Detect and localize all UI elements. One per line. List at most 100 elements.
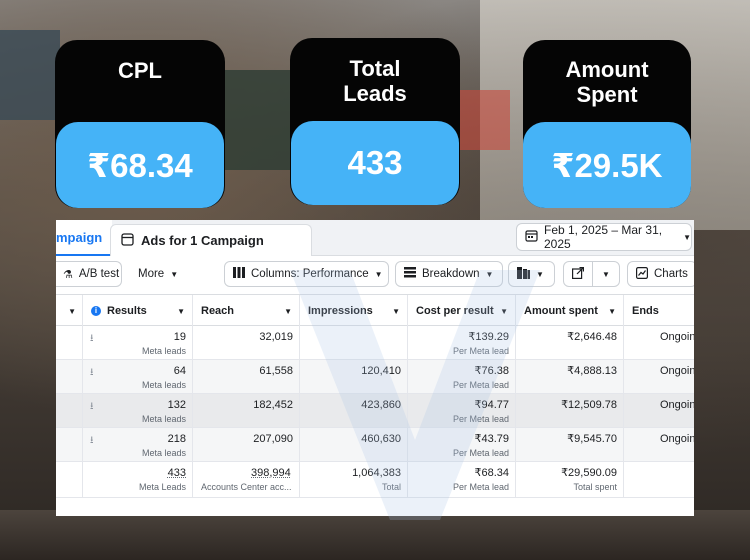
ends-value: Ongoin	[660, 365, 694, 377]
table-header: ▼ i Results ▼ Reach ▼ Impressions ▼ Cost…	[56, 294, 694, 327]
table-row[interactable]: ⭳ 218 Meta leads 207,090 460,630 ₹43.79 …	[56, 428, 694, 462]
export-icon	[572, 266, 584, 282]
results-value: 132	[167, 399, 186, 411]
column-header-results-label: Results	[107, 305, 147, 317]
row-checkbox-cell	[56, 394, 83, 427]
cost-sub: Per Meta lead	[452, 380, 509, 390]
flask-icon: ⚗	[63, 268, 73, 281]
results-sub: Meta leads	[141, 346, 186, 356]
charts-label: Charts	[654, 268, 688, 280]
tab-campaign[interactable]: mpaign	[56, 220, 113, 256]
column-header-name[interactable]: ▼	[56, 295, 83, 327]
ends-cell: Ongoin	[624, 326, 694, 359]
tab-bar: mpaign Ads for 1 Campaign Feb 1, 2025 – …	[56, 220, 694, 256]
ends-cell: Ongoin	[624, 428, 694, 461]
row-checkbox-cell	[56, 360, 83, 393]
spent-cell: ₹4,888.13	[516, 360, 624, 393]
column-header-impressions[interactable]: Impressions ▼	[300, 295, 408, 327]
reach-value: 182,452	[253, 399, 293, 411]
background-board	[0, 30, 60, 120]
amount-spent-title: Amount Spent	[523, 57, 691, 107]
export-dropdown-button[interactable]: ▼	[592, 261, 620, 287]
cost-value: ₹76.38	[474, 365, 509, 377]
total-reach-cell: 398,994 Accounts Center acc...	[193, 462, 300, 497]
table-row[interactable]: ⭳ 132 Meta leads 182,452 423,860 ₹94.77 …	[56, 394, 694, 428]
export-button[interactable]	[563, 261, 593, 287]
results-value: 218	[167, 433, 186, 445]
impressions-cell	[300, 326, 408, 359]
total-leads-title-line2: Leads	[343, 81, 407, 106]
download-icon: ⭳	[90, 333, 94, 344]
ends-value: Ongoin	[660, 399, 694, 411]
total-ends-cell	[624, 462, 694, 497]
results-value: 19	[173, 331, 186, 343]
total-results-sub: Meta Leads	[138, 482, 186, 492]
breakdown-button[interactable]: Breakdown ▼	[395, 261, 503, 287]
column-header-amount-spent[interactable]: Amount spent ▼	[516, 295, 624, 327]
total-spent-value: ₹29,590.09	[561, 467, 617, 479]
column-header-ends[interactable]: Ends	[624, 295, 694, 327]
total-impressions-sub: Total	[381, 482, 401, 492]
total-cost-value: ₹68.34	[474, 467, 509, 479]
download-icon: ⭳	[90, 435, 94, 446]
columns-button[interactable]: Columns: Performance ▼	[224, 261, 389, 287]
reach-cell: 182,452	[193, 394, 300, 427]
total-leads-card: Total Leads 433	[290, 38, 460, 205]
chevron-down-icon: ▼	[683, 232, 691, 242]
cost-cell: ₹43.79 Per Meta lead	[408, 428, 516, 461]
toolbar: ⚗ A/B test More ▼ Columns: Performance ▼…	[56, 256, 694, 292]
totals-row: 433 Meta Leads 398,994 Accounts Center a…	[56, 462, 694, 498]
total-impressions-cell: 1,064,383 Total	[300, 462, 408, 497]
column-header-reach[interactable]: Reach ▼	[193, 295, 300, 327]
column-header-reach-label: Reach	[201, 305, 235, 317]
total-leads-value: 433	[291, 121, 459, 205]
reports-icon	[517, 266, 530, 282]
reports-button[interactable]: ▼	[508, 261, 555, 287]
table-row[interactable]: ⭳ 64 Meta leads 61,558 120,410 ₹76.38 Pe…	[56, 360, 694, 394]
total-results-cell: 433 Meta Leads	[83, 462, 193, 497]
column-header-cost-per-result[interactable]: Cost per result ▼	[408, 295, 516, 327]
amount-spent-title-line2: Spent	[576, 82, 638, 107]
cost-value: ₹43.79	[474, 433, 509, 445]
breakdown-icon	[404, 267, 416, 281]
results-sub: Meta leads	[141, 414, 186, 424]
total-leads-title-line1: Total	[349, 56, 401, 81]
reach-value: 207,090	[253, 433, 293, 445]
amount-spent-card: Amount Spent ₹29.5K	[523, 40, 691, 208]
info-icon: i	[91, 306, 101, 316]
total-leads-title: Total Leads	[290, 56, 460, 106]
chevron-down-icon: ▼	[536, 269, 544, 279]
total-spent-sub: Total spent	[573, 482, 617, 492]
calendar-icon	[525, 229, 538, 245]
impressions-cell: 423,860	[300, 394, 408, 427]
results-cell: ⭳ 132 Meta leads	[83, 394, 193, 427]
reach-cell: 207,090	[193, 428, 300, 461]
column-header-results[interactable]: i Results ▼	[83, 295, 193, 327]
reach-cell: 32,019	[193, 326, 300, 359]
chevron-down-icon: ▼	[68, 307, 76, 316]
cost-sub: Per Meta lead	[452, 448, 509, 458]
charts-button[interactable]: Charts	[627, 261, 694, 287]
totals-spacer-cell	[56, 462, 83, 497]
tab-ads[interactable]: Ads for 1 Campaign	[110, 224, 312, 256]
cpl-card: CPL ₹68.34	[55, 40, 225, 208]
chevron-down-icon: ▼	[485, 269, 494, 279]
more-button[interactable]: More ▼	[130, 261, 190, 287]
table-row[interactable]: ⭳ 19 Meta leads 32,019 ₹139.29 Per Meta …	[56, 326, 694, 360]
ends-cell: Ongoin	[624, 360, 694, 393]
download-icon: ⭳	[90, 367, 94, 378]
ab-test-button[interactable]: ⚗ A/B test	[56, 261, 122, 287]
results-cell: ⭳ 218 Meta leads	[83, 428, 193, 461]
date-range-picker[interactable]: Feb 1, 2025 – Mar 31, 2025 ▼	[516, 223, 692, 251]
cost-sub: Per Meta lead	[452, 346, 509, 356]
cpl-value: ₹68.34	[56, 122, 224, 208]
cost-cell: ₹76.38 Per Meta lead	[408, 360, 516, 393]
row-checkbox-cell	[56, 326, 83, 359]
impressions-cell: 460,630	[300, 428, 408, 461]
chevron-down-icon: ▼	[170, 269, 179, 279]
total-impressions-value: 1,064,383	[352, 467, 401, 479]
amount-spent-title-line1: Amount	[565, 57, 649, 82]
chevron-down-icon: ▼	[608, 307, 616, 316]
ads-manager-panel: mpaign Ads for 1 Campaign Feb 1, 2025 – …	[56, 220, 694, 516]
results-sub: Meta leads	[141, 380, 186, 390]
